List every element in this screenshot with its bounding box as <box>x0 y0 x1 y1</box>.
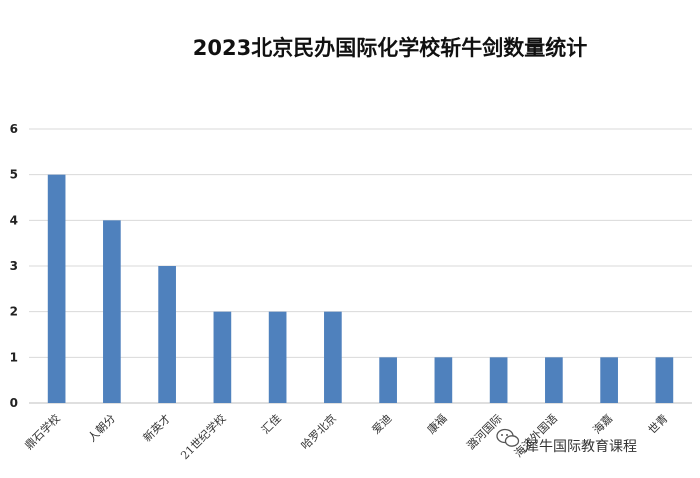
x-tick-label: 海嘉 <box>590 411 615 436</box>
wechat-icon <box>496 428 520 447</box>
bar <box>600 357 618 403</box>
bar <box>379 357 397 403</box>
x-tick-label: 汇佳 <box>258 411 283 436</box>
x-tick-label: 世青 <box>646 412 671 437</box>
y-tick-label: 1 <box>10 350 18 364</box>
bar <box>489 357 508 403</box>
bar <box>213 311 232 403</box>
x-tick-label: 21世纪学校 <box>178 411 229 462</box>
grid-layer <box>29 128 692 404</box>
x-tick-label: 爱迪 <box>369 412 394 437</box>
bar-layer <box>47 174 674 403</box>
watermark: 犀牛国际教育课程 <box>496 428 637 455</box>
y-tick-label: 3 <box>10 259 18 273</box>
x-tick-label: 哈罗北京 <box>298 411 339 452</box>
x-tick-label: 康福 <box>424 411 449 436</box>
watermark-text: 犀牛国际教育课程 <box>525 439 637 455</box>
x-tick-label: 人朝分 <box>85 412 118 445</box>
bar <box>434 357 453 403</box>
bar <box>324 311 342 403</box>
y-tick-label: 5 <box>10 168 18 182</box>
bar <box>103 220 121 403</box>
bar <box>268 311 287 403</box>
x-tick-label: 新英才 <box>140 411 173 444</box>
y-tick-label: 0 <box>10 396 18 410</box>
x-tick-label: 鼎石学校 <box>22 411 63 452</box>
y-tick-label: 2 <box>10 305 18 319</box>
y-tick-label: 6 <box>10 122 18 136</box>
bar <box>158 266 176 403</box>
y-tick-layer: 0 1 2 3 4 5 6 <box>10 122 18 410</box>
chart-title: 2023北京民办国际化学校斩牛剑数量统计 <box>193 36 587 60</box>
y-tick-label: 4 <box>10 213 18 227</box>
bar <box>47 174 66 403</box>
bar <box>545 357 563 403</box>
bar <box>655 357 674 403</box>
